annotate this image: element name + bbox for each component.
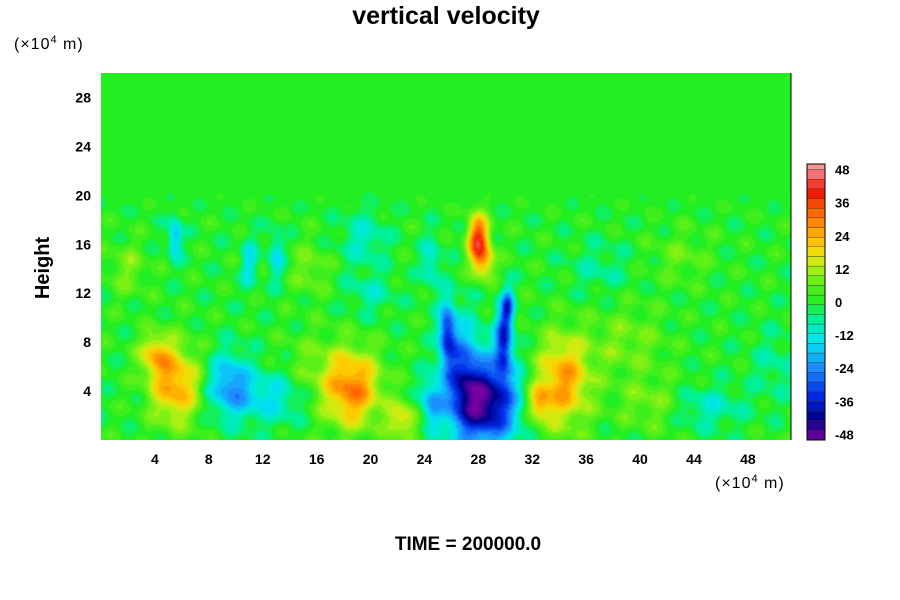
x-tick-label: 24 (417, 451, 433, 467)
x-tick-label: 36 (578, 451, 594, 467)
x-tick-label: 16 (309, 451, 325, 467)
colorbar-tick-label: -48 (835, 427, 854, 442)
x-ticks: 4 8 12 16 20 24 28 32 36 40 44 48 (151, 451, 756, 467)
colorbar-frame (806, 163, 826, 441)
colorbar-band (806, 362, 826, 373)
colorbar-band (806, 217, 826, 228)
x-tick-label: 32 (524, 451, 540, 467)
x-unit-label: (×104 m) (715, 473, 785, 492)
colorbar-band (806, 163, 826, 170)
colorbar-band (806, 381, 826, 392)
x-tick-label: 44 (686, 451, 702, 467)
colorbar-ticks: 48 36 24 12 0 -12 -24 -36 -48 (835, 163, 855, 443)
colorbar-band (806, 236, 826, 247)
y-tick-label: 24 (75, 138, 91, 154)
colorbar-band (806, 333, 826, 344)
colorbar-tick-label: -36 (835, 394, 854, 409)
colorbar-band (806, 304, 826, 315)
colorbar-band (806, 285, 826, 296)
x-tick-label: 48 (740, 451, 756, 467)
colorbar-band (806, 275, 826, 286)
y-ticks: 4 8 12 16 20 24 28 (75, 89, 91, 399)
colorbar-band (806, 256, 826, 267)
x-tick-label: 20 (363, 451, 379, 467)
colorbar-band (806, 227, 826, 238)
y-unit-label: (×104 m) (14, 34, 84, 53)
chart-title: vertical velocity (352, 2, 540, 30)
colorbar-band (806, 372, 826, 383)
y-axis-label: Height (32, 237, 54, 300)
x-tick-label: 28 (471, 451, 487, 467)
y-tick-label: 28 (75, 89, 91, 105)
x-tick-label: 40 (632, 451, 648, 467)
colorbar-band (806, 188, 826, 199)
colorbar-band (806, 265, 826, 276)
colorbar-band (806, 169, 826, 180)
x-tick-label: 12 (255, 451, 271, 467)
y-tick-label: 16 (75, 236, 91, 252)
colorbar-band (806, 314, 826, 325)
time-label: TIME = 200000.0 (395, 534, 541, 555)
colorbar-band (806, 420, 826, 431)
colorbar-band (806, 343, 826, 354)
colorbar-band (806, 178, 826, 190)
colorbar-tick-label: 48 (835, 163, 849, 178)
colorbar-band (806, 294, 826, 305)
colorbar-band (806, 207, 826, 219)
colorbar-band (806, 430, 826, 441)
y-tick-label: 12 (75, 285, 91, 301)
colorbar-band (806, 323, 826, 334)
y-tick-label: 20 (75, 187, 91, 203)
colorbar-band (806, 391, 826, 402)
colorbar-tick-label: -24 (835, 361, 855, 376)
colorbar-band (806, 410, 826, 421)
colorbar-band (806, 198, 826, 209)
x-tick-label: 4 (151, 451, 159, 467)
colorbar-band (806, 352, 826, 363)
colorbar-tick-label: 0 (835, 295, 842, 310)
colorbar-band (806, 246, 826, 257)
x-tick-label: 8 (205, 451, 213, 467)
colorbar-tick-label: 36 (835, 196, 849, 211)
colorbar-tick-label: 12 (835, 262, 849, 277)
colorbar-tick-label: -12 (835, 328, 854, 343)
y-tick-label: 8 (83, 334, 91, 350)
colorbar-tick-label: 24 (835, 229, 850, 244)
colorbar-band (806, 401, 826, 412)
heatmap-field (101, 73, 791, 440)
y-tick-label: 4 (83, 383, 91, 399)
colorbar (806, 163, 826, 441)
